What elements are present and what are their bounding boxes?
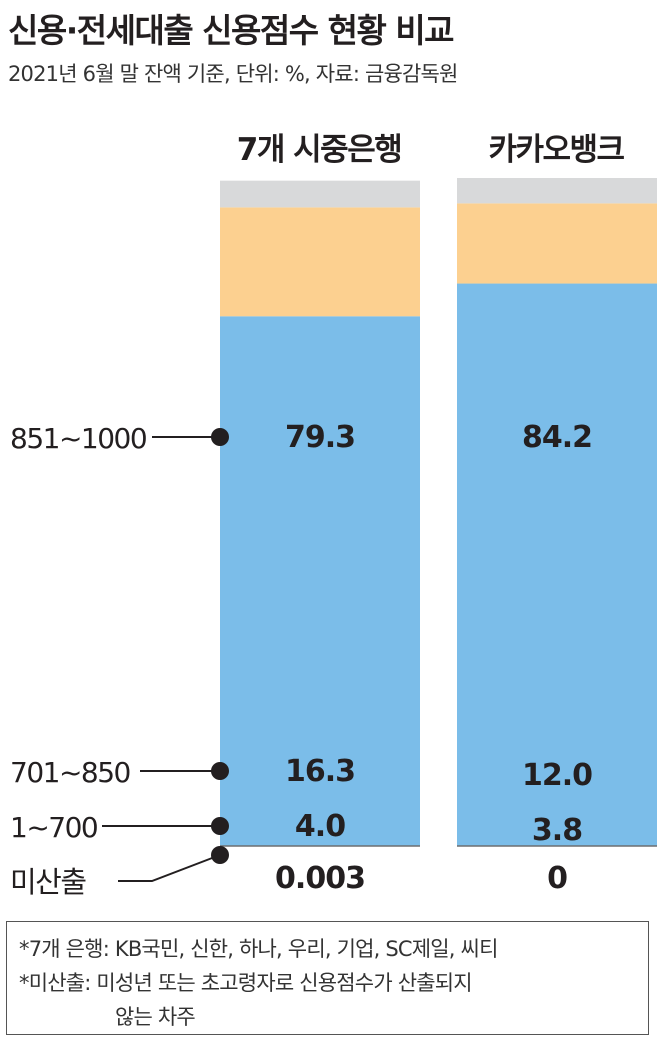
chart-subtitle: 2021년 6월 말 잔액 기준, 단위: %, 자료: 금융감독원 [8, 62, 458, 86]
legend-dot-851-1000 [211, 428, 229, 446]
column-header-kakaobank: 카카오뱅크 [488, 132, 625, 168]
footnote-banks: *7개 은행: KB국민, 신한, 하나, 우리, 기업, SC제일, 씨티 [19, 937, 498, 961]
footnote-unscored-cont: 않는 차주 [115, 1005, 196, 1029]
chart-title: 신용·전세대출 신용점수 현황 비교 [8, 11, 455, 50]
value-label-unscored-0: 0.003 [275, 861, 365, 896]
bar-segment-1-700-1 [457, 178, 657, 204]
legend-leader-unscored [118, 854, 221, 882]
legend-label-851-1000: 851~1000 [10, 422, 146, 455]
bar-segment-701-850-1 [457, 203, 657, 284]
value-label-unscored-1: 0 [547, 861, 567, 896]
bar-segment-851-1000-0 [220, 316, 420, 846]
value-label-701-850-0: 16.3 [285, 754, 355, 789]
value-label-1-700-0: 4.0 [295, 809, 345, 844]
bar-segment-701-850-0 [220, 207, 420, 317]
legend-label-701-850: 701~850 [10, 756, 130, 789]
legend-dot-1-700 [211, 817, 229, 835]
value-label-851-1000-0: 79.3 [285, 420, 355, 455]
stacked-bar-chart: 79.3 84.2 16.3 12.0 4.0 3.8 0.003 0 851~1000 701~… [10, 178, 657, 899]
bar-segment-1-700-0 [220, 180, 420, 208]
legend-label-unscored: 미산출 [10, 865, 86, 899]
legend-dot-701-850 [211, 762, 229, 780]
legend-label-1-700: 1~700 [10, 811, 97, 844]
value-label-1-700-1: 3.8 [532, 813, 582, 848]
legend-dot-unscored [211, 846, 229, 864]
footnotes: *7개 은행: KB국민, 신한, 하나, 우리, 기업, SC제일, 씨티 *… [6, 921, 649, 1035]
value-label-701-850-1: 12.0 [522, 758, 592, 793]
column-header-commercial-banks: 7개 시중은행 [236, 132, 403, 168]
value-label-851-1000-1: 84.2 [522, 420, 592, 455]
footnote-unscored: *미산출: 미성년 또는 초고령자로 신용점수가 산출되지 [19, 971, 473, 995]
bar-segment-851-1000-1 [457, 283, 657, 846]
